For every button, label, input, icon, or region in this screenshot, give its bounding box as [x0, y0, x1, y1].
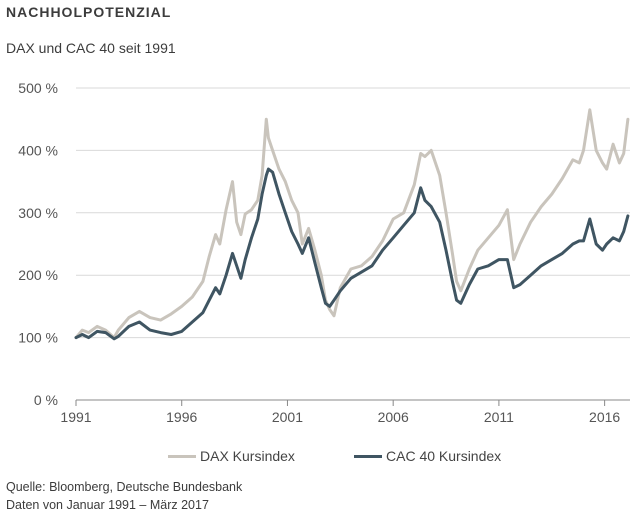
x-tick-label: 2011: [484, 409, 514, 425]
line-chart: 0 % 100 % 200 % 300 % 400 % 500 % 1991 1996 2001…: [18, 80, 630, 425]
cac-series-line: [74, 167, 630, 341]
y-tick-label: 100 %: [18, 330, 58, 346]
y-tick-label: 0 %: [34, 392, 58, 408]
grid-layer: [76, 87, 630, 339]
legend-item-dax[interactable]: DAX Kursindex: [168, 448, 295, 464]
dax-series-line: [74, 108, 630, 340]
legend-label-cac: CAC 40 Kursindex: [386, 448, 502, 464]
footer-source: Quelle: Bloomberg, Deutsche Bundesbank: [6, 480, 243, 494]
y-tick-label: 500 %: [18, 80, 58, 96]
chart-title: NACHHOLPOTENZIAL: [6, 4, 172, 20]
x-tick-label: 2006: [378, 409, 409, 425]
x-tick-label: 1991: [60, 409, 91, 425]
y-tick-label: 300 %: [18, 205, 58, 221]
legend: DAX Kursindex CAC 40 Kursindex: [0, 448, 636, 468]
footer-period: Daten von Januar 1991 – März 2017: [6, 498, 209, 512]
series-layer: [74, 108, 630, 341]
legend-swatch-cac: [354, 454, 382, 458]
axis-layer: 0 % 100 % 200 % 300 % 400 % 500 % 1991 1996 2001…: [18, 80, 630, 425]
y-tick-label: 200 %: [18, 267, 58, 283]
x-tick-label: 1996: [166, 409, 197, 425]
x-tick-label: 2016: [589, 409, 620, 425]
legend-label-dax: DAX Kursindex: [200, 448, 295, 464]
x-tick-label: 2001: [272, 409, 303, 425]
y-tick-label: 400 %: [18, 142, 58, 158]
chart-subtitle: DAX und CAC 40 seit 1991: [6, 40, 176, 56]
legend-item-cac[interactable]: CAC 40 Kursindex: [354, 448, 501, 464]
legend-swatch-dax: [168, 454, 196, 458]
